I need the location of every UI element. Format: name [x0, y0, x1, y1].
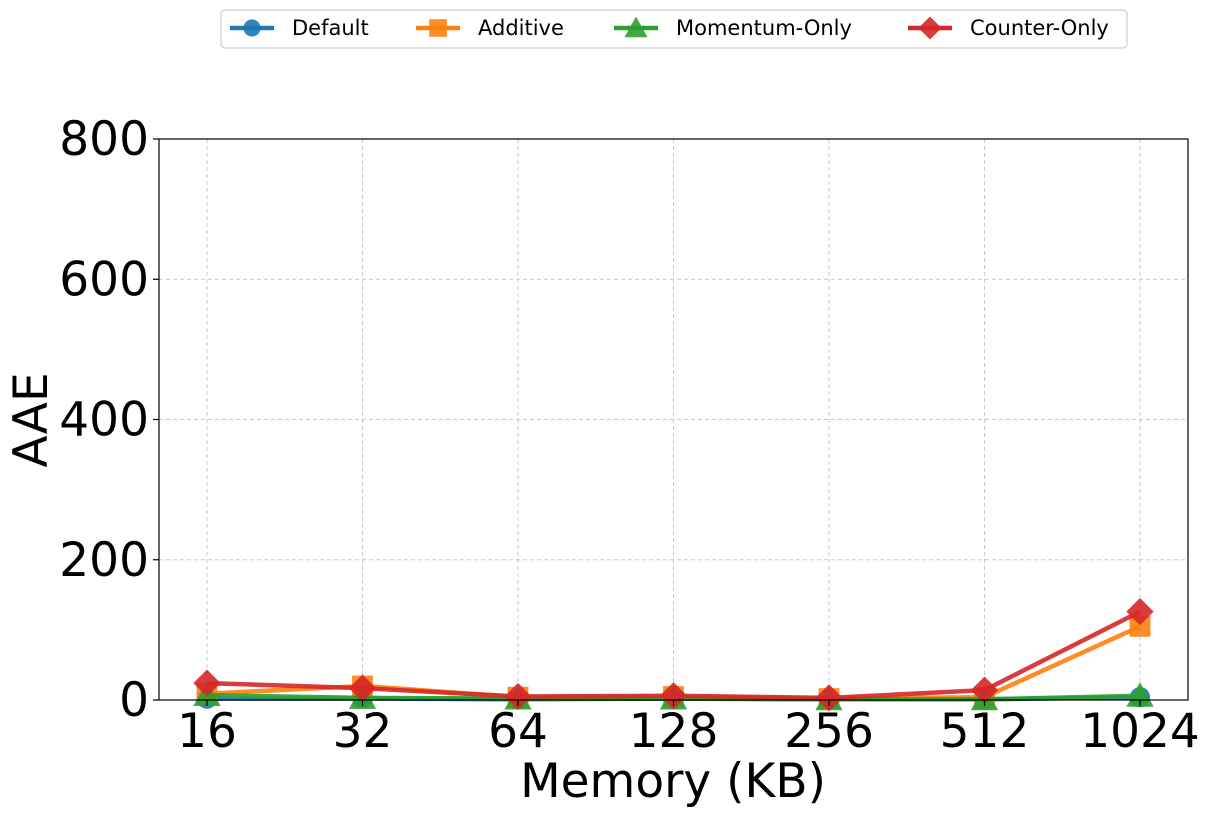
x-tick-label: 128	[629, 704, 719, 759]
legend-frame	[220, 9, 1128, 49]
legend-label: Additive	[478, 16, 564, 40]
data-point	[970, 676, 999, 704]
x-axis-label: Memory (KB)	[520, 754, 826, 809]
y-tick-label: 800	[59, 112, 149, 167]
x-axis-ticks: 16 32 64 128 256 512 1024	[177, 700, 1200, 759]
x-tick-label: 256	[784, 704, 874, 759]
legend-item: Counter-Only	[908, 16, 1109, 40]
legend-swatch-marker	[918, 16, 942, 40]
legend-item: Momentum-Only	[614, 16, 852, 40]
legend-swatch-marker	[624, 16, 648, 38]
legend: Default Additive Momentum-Only Counter-Only	[220, 9, 1128, 49]
y-tick-label: 200	[59, 533, 149, 588]
data-point	[1126, 597, 1154, 626]
x-tick-label: 64	[488, 704, 548, 759]
legend-item: Additive	[416, 16, 564, 40]
data-point	[659, 682, 688, 710]
data-point	[193, 669, 221, 697]
y-tick-label: 400	[59, 393, 149, 448]
data-point	[504, 682, 532, 711]
series-counter-only	[193, 597, 1154, 712]
data-point	[815, 684, 843, 712]
legend-label: Momentum-Only	[676, 16, 852, 40]
y-axis-ticks: 0 200 400 600 800	[59, 112, 159, 728]
x-tick-label: 16	[177, 704, 237, 759]
x-tick-label: 512	[940, 704, 1030, 759]
x-tick-label: 32	[333, 704, 393, 759]
data-point	[348, 674, 377, 702]
y-tick-label: 600	[59, 252, 149, 307]
x-tick-label: 1024	[1080, 704, 1200, 759]
y-axis-label: AAE	[4, 372, 59, 467]
data-point	[1129, 615, 1151, 637]
legend-items: Default Additive Momentum-Only Counter-Only	[230, 16, 1109, 40]
y-tick-label: 0	[119, 673, 149, 728]
legend-swatch-marker	[243, 19, 261, 37]
legend-item: Default	[230, 16, 369, 40]
legend-label: Counter-Only	[970, 16, 1109, 40]
grid	[159, 138, 1188, 701]
legend-label: Default	[292, 16, 369, 40]
legend-swatch-marker	[429, 19, 447, 37]
